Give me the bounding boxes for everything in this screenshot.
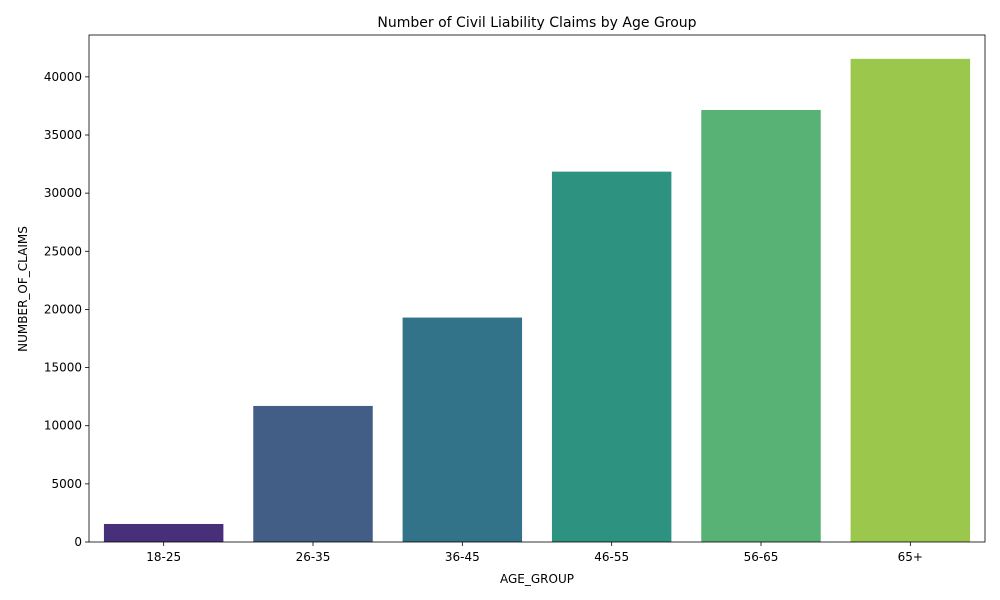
x-axis-label: AGE_GROUP bbox=[500, 572, 574, 586]
chart-title: Number of Civil Liability Claims by Age … bbox=[377, 15, 696, 31]
y-tick-label: 5000 bbox=[51, 477, 82, 491]
x-tick-label: 26-35 bbox=[296, 550, 331, 564]
bar-18-25 bbox=[103, 523, 224, 542]
bar-65+ bbox=[850, 58, 971, 543]
plot-area: 0 5000 10000 15000 20000 25000 30000 35000 40000… bbox=[44, 34, 986, 564]
axes-frame bbox=[88, 34, 986, 543]
y-tick-label: 10000 bbox=[44, 419, 82, 433]
y-tick-label: 35000 bbox=[44, 128, 82, 142]
x-tick-label: 46-55 bbox=[594, 550, 629, 564]
x-tick-label: 36-45 bbox=[445, 550, 480, 564]
y-tick-label: 40000 bbox=[44, 70, 82, 84]
bar-26-35 bbox=[253, 405, 373, 542]
y-tick-label: 30000 bbox=[44, 186, 82, 200]
bar-46-55 bbox=[551, 171, 672, 542]
x-tick-label: 56-65 bbox=[744, 550, 779, 564]
y-tick-label: 25000 bbox=[44, 244, 82, 258]
x-tick-label: 65+ bbox=[898, 550, 923, 564]
y-axis-label: NUMBER_OF_CLAIMS bbox=[16, 226, 30, 352]
bar-36-45 bbox=[402, 317, 523, 542]
y-tick-label: 15000 bbox=[44, 361, 82, 375]
y-tick-label: 20000 bbox=[44, 302, 82, 316]
y-tick-label: 0 bbox=[74, 535, 82, 549]
x-tick-label: 18-25 bbox=[146, 550, 181, 564]
bar-56-65 bbox=[701, 110, 821, 542]
